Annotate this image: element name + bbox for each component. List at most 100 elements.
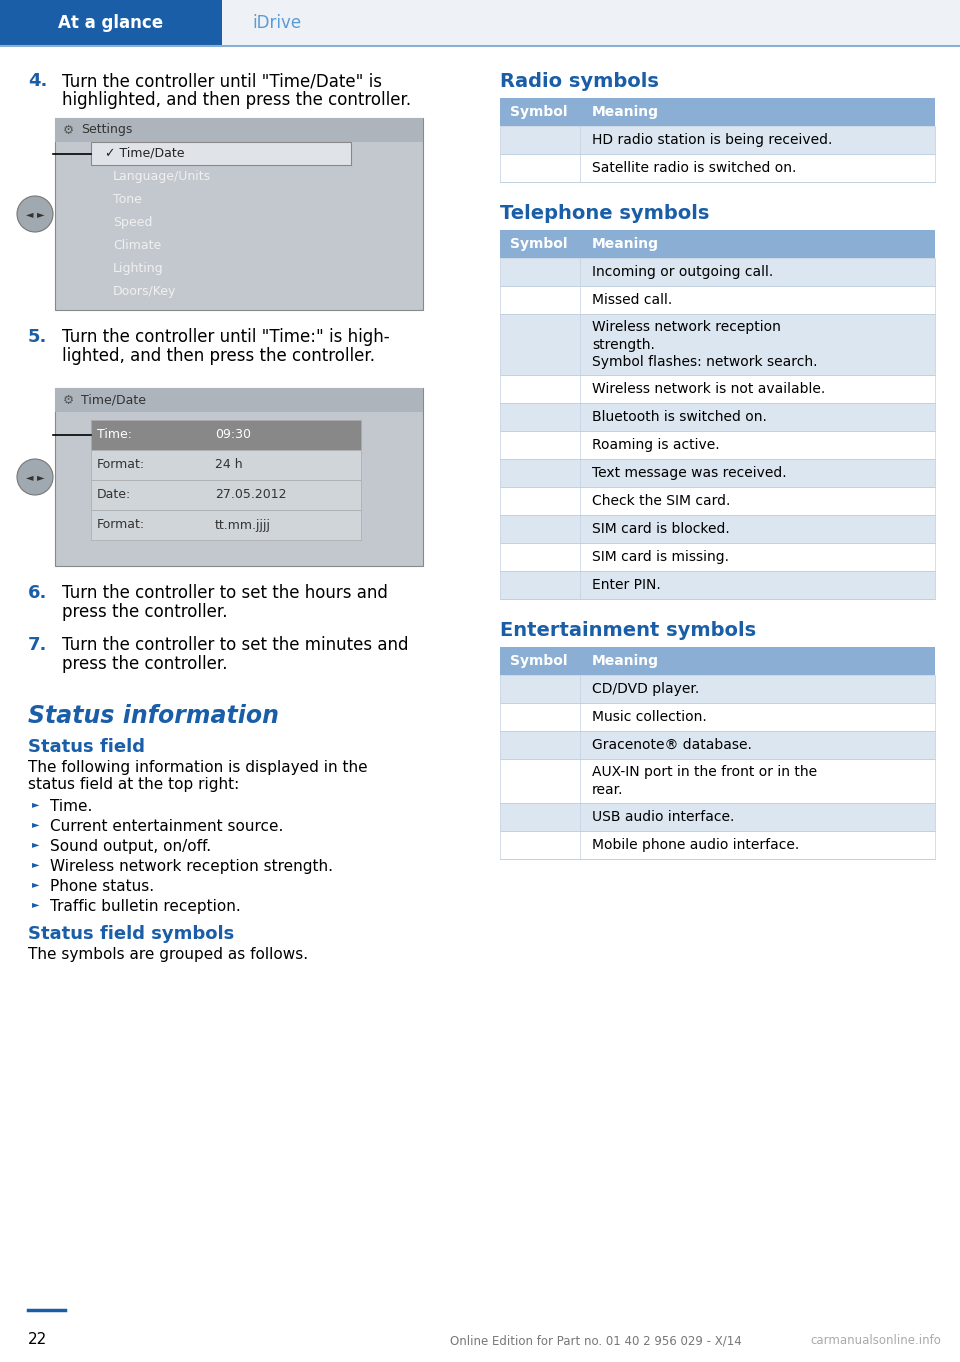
Text: Status information: Status information bbox=[28, 704, 279, 729]
Text: Roaming is active.: Roaming is active. bbox=[592, 439, 720, 452]
Text: 5.: 5. bbox=[28, 328, 47, 346]
Text: Sound output, on/off.: Sound output, on/off. bbox=[50, 839, 211, 854]
Text: 27.05.2012: 27.05.2012 bbox=[215, 489, 286, 501]
Text: CD/DVD player.: CD/DVD player. bbox=[592, 682, 699, 696]
Text: ◄: ◄ bbox=[26, 208, 34, 219]
Bar bbox=[500, 731, 935, 759]
Text: Enter PIN.: Enter PIN. bbox=[592, 577, 660, 592]
Bar bbox=[500, 127, 935, 154]
Text: ►: ► bbox=[32, 859, 39, 869]
Text: AUX-IN port in the front or in the
rear.: AUX-IN port in the front or in the rear. bbox=[592, 765, 817, 797]
Text: ►: ► bbox=[32, 799, 39, 809]
Text: Language/Units: Language/Units bbox=[113, 170, 211, 183]
Bar bbox=[500, 98, 935, 127]
Bar bbox=[500, 315, 935, 375]
Bar bbox=[500, 703, 935, 731]
Text: Format:: Format: bbox=[97, 519, 145, 531]
Text: Telephone symbols: Telephone symbols bbox=[500, 204, 709, 223]
Text: Climate: Climate bbox=[113, 238, 161, 252]
Text: Missed call.: Missed call. bbox=[592, 293, 672, 306]
Text: 6.: 6. bbox=[28, 584, 47, 602]
Text: Entertainment symbols: Entertainment symbols bbox=[500, 621, 756, 640]
Bar bbox=[500, 459, 935, 488]
Bar bbox=[500, 515, 935, 543]
Text: Symbol: Symbol bbox=[510, 105, 567, 118]
Text: Bluetooth is switched on.: Bluetooth is switched on. bbox=[592, 410, 767, 424]
Bar bbox=[500, 403, 935, 430]
Text: Turn the controller to set the hours and: Turn the controller to set the hours and bbox=[62, 584, 388, 602]
Bar bbox=[91, 419, 361, 449]
Bar bbox=[222, 0, 960, 46]
Circle shape bbox=[17, 196, 53, 232]
Text: Meaning: Meaning bbox=[592, 105, 659, 118]
Bar bbox=[91, 479, 361, 509]
Bar bbox=[500, 286, 935, 315]
Bar bbox=[500, 154, 935, 183]
Bar bbox=[91, 142, 351, 165]
Bar bbox=[55, 118, 423, 311]
Text: tt.mm.jjjj: tt.mm.jjjj bbox=[215, 519, 271, 531]
Bar bbox=[500, 488, 935, 515]
Text: At a glance: At a glance bbox=[59, 14, 163, 31]
Text: Doors/Key: Doors/Key bbox=[113, 285, 177, 298]
Text: ►: ► bbox=[32, 899, 39, 908]
Text: 4.: 4. bbox=[28, 72, 47, 90]
Bar bbox=[500, 375, 935, 403]
Bar bbox=[500, 804, 935, 831]
Text: SIM card is blocked.: SIM card is blocked. bbox=[592, 522, 730, 537]
Text: Lighting: Lighting bbox=[113, 262, 163, 275]
Text: The symbols are grouped as follows.: The symbols are grouped as follows. bbox=[28, 947, 308, 962]
Text: Symbol: Symbol bbox=[510, 654, 567, 667]
Bar bbox=[500, 543, 935, 571]
Text: The following information is displayed in the: The following information is displayed i… bbox=[28, 760, 368, 775]
Text: Meaning: Meaning bbox=[592, 654, 659, 667]
Text: Current entertainment source.: Current entertainment source. bbox=[50, 819, 283, 834]
Bar bbox=[500, 647, 935, 676]
Bar bbox=[55, 388, 423, 411]
Text: Gracenote® database.: Gracenote® database. bbox=[592, 738, 752, 752]
Bar bbox=[91, 509, 361, 539]
Text: ⚙: ⚙ bbox=[62, 124, 74, 136]
Bar bbox=[0, 0, 222, 46]
Text: Status field symbols: Status field symbols bbox=[28, 925, 234, 943]
Text: Symbol: Symbol bbox=[510, 237, 567, 251]
Text: Meaning: Meaning bbox=[592, 237, 659, 251]
Bar bbox=[55, 118, 423, 142]
Text: Satellite radio is switched on.: Satellite radio is switched on. bbox=[592, 161, 797, 174]
Bar bbox=[55, 388, 423, 567]
Bar bbox=[91, 449, 361, 479]
Text: 22: 22 bbox=[28, 1332, 47, 1347]
Text: ✓ Time/Date: ✓ Time/Date bbox=[105, 147, 184, 159]
Circle shape bbox=[17, 459, 53, 494]
Text: Incoming or outgoing call.: Incoming or outgoing call. bbox=[592, 266, 773, 279]
Text: ►: ► bbox=[37, 208, 45, 219]
Text: Tone: Tone bbox=[113, 193, 142, 206]
Text: ⚙: ⚙ bbox=[62, 394, 74, 406]
Text: HD radio station is being received.: HD radio station is being received. bbox=[592, 133, 832, 147]
Text: Turn the controller until "Time/Date" is: Turn the controller until "Time/Date" is bbox=[62, 72, 382, 90]
Text: ◄: ◄ bbox=[26, 473, 34, 482]
Text: Turn the controller until "Time:" is high-: Turn the controller until "Time:" is hig… bbox=[62, 328, 390, 346]
Text: Time.: Time. bbox=[50, 799, 92, 814]
Text: Time/Date: Time/Date bbox=[81, 394, 146, 406]
Text: Music collection.: Music collection. bbox=[592, 710, 707, 725]
Text: press the controller.: press the controller. bbox=[62, 603, 228, 621]
Text: Settings: Settings bbox=[81, 124, 132, 136]
Text: Text message was received.: Text message was received. bbox=[592, 466, 786, 479]
Bar bbox=[500, 230, 935, 257]
Text: Turn the controller to set the minutes and: Turn the controller to set the minutes a… bbox=[62, 636, 409, 654]
Text: Time:: Time: bbox=[97, 429, 132, 441]
Bar bbox=[500, 676, 935, 703]
Text: USB audio interface.: USB audio interface. bbox=[592, 810, 734, 824]
Text: Radio symbols: Radio symbols bbox=[500, 72, 659, 91]
Text: Phone status.: Phone status. bbox=[50, 878, 155, 893]
Text: 24 h: 24 h bbox=[215, 459, 243, 471]
Text: carmanualsonline.info: carmanualsonline.info bbox=[810, 1333, 941, 1347]
Bar bbox=[500, 257, 935, 286]
Text: ►: ► bbox=[32, 819, 39, 829]
Bar bbox=[500, 831, 935, 859]
Text: Speed: Speed bbox=[113, 217, 153, 229]
Bar bbox=[500, 430, 935, 459]
Text: Wireless network is not available.: Wireless network is not available. bbox=[592, 381, 826, 396]
Bar bbox=[500, 759, 935, 804]
